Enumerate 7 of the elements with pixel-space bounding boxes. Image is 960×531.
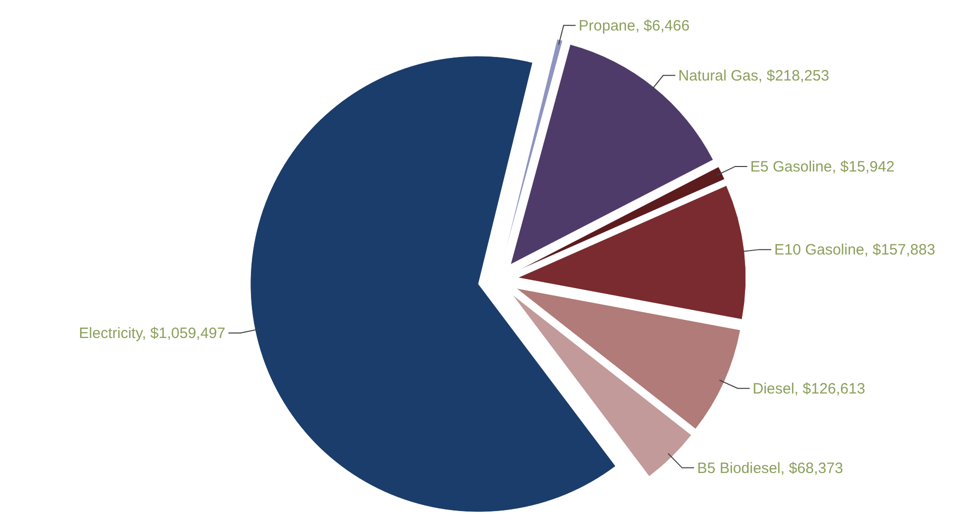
slice-label: Natural Gas, $218,253 [678, 67, 830, 84]
slice-label: Propane, $6,466 [578, 17, 690, 34]
slice-label: Diesel, $126,613 [752, 380, 866, 398]
slice-label: E10 Gasoline, $157,883 [774, 242, 936, 259]
slice-label: Electricity, $1,059,497 [78, 324, 226, 342]
slice-label: E5 Gasoline, $15,942 [750, 158, 895, 176]
slice-label: B5 Biodiesel, $68,373 [697, 460, 844, 477]
